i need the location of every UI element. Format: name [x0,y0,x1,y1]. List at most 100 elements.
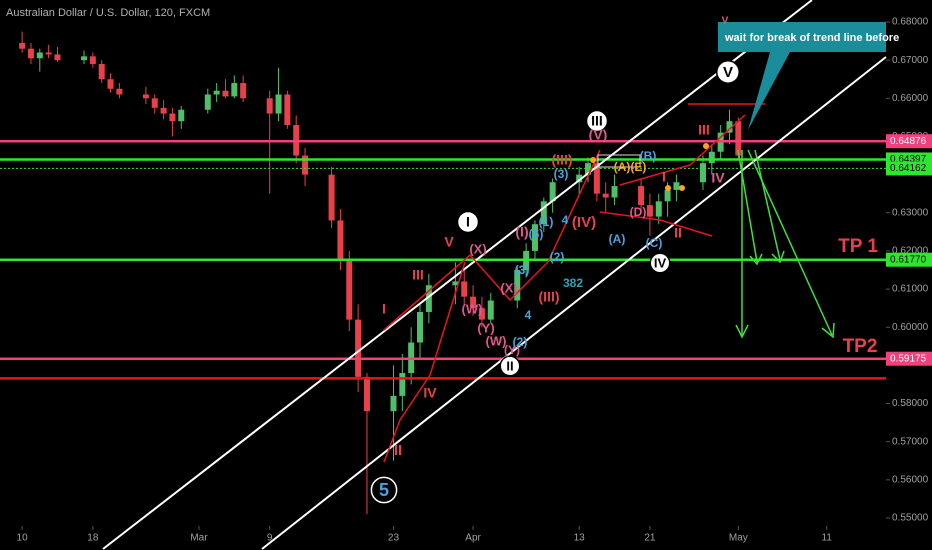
annotation: (III) [552,152,573,168]
candle-body [363,376,370,412]
wave-circle [585,109,609,133]
candle-body [98,63,105,80]
annotation: (Y) [504,343,520,357]
wave-circle [370,476,398,504]
annotation: I [382,301,386,317]
y-tick-label: 0.67000 [892,55,929,66]
plot-layer [0,31,886,515]
annotation: V [722,16,729,27]
candle-body [708,151,715,164]
x-tick-label: 9 [267,533,273,544]
annotation: 382 [563,276,583,290]
annotation: IV [423,385,437,401]
callout-box [718,22,886,130]
candle-body [231,83,238,97]
candle-body [178,109,185,122]
candle-body [160,107,167,114]
y-tick-label: 0.61000 [892,284,929,295]
annotation: (X) [500,280,517,295]
annotation: II [674,225,682,241]
candle-body [699,163,706,183]
wave-circle [499,355,521,377]
annotation: (2) [513,335,528,349]
annotation: (Y) [477,320,494,335]
candle-body [54,54,61,61]
projection-arrows [735,149,835,339]
candle-body [275,94,282,114]
y-tick-label: 0.63000 [892,207,929,218]
candle-body [549,182,556,202]
candle-body [346,258,353,320]
annotation: (W) [486,333,507,348]
candle-body [213,90,220,95]
annotation: 4 [562,213,569,227]
annotation: (D) [630,205,647,219]
annotation: (1) [539,215,554,229]
drawings [102,0,887,550]
x-tick-label: May [729,533,748,544]
trend-line [383,261,466,463]
x-tick-label: 11 [822,533,833,544]
annotation: (X) [469,241,486,256]
annotation: (C) [646,236,663,250]
annotation: (I) [515,224,528,240]
price-level-label: 0.64162 [890,163,927,174]
candle-body [540,201,547,225]
candle-body [593,163,600,194]
y-tick-label: 0.57000 [892,436,929,447]
candle-body [487,300,494,320]
candle-body [45,52,52,55]
annotation: (3) [554,167,569,181]
candle-body [664,189,671,202]
price-level-label: 0.64397 [890,154,927,165]
price-level-label: 0.61770 [890,254,927,265]
label-layer: Australian Dollar / U.S. Dollar, 120, FX… [6,7,932,544]
price-level-tag [886,252,932,267]
candle-body [222,90,229,97]
y-tick-label: 0.58000 [892,398,929,409]
candle-body [142,94,149,99]
y-tick-label: 0.66000 [892,93,929,104]
annotation: TP2 [843,336,878,357]
annotation: I [466,214,470,230]
wave-circle [716,60,740,84]
candle-body [531,224,538,251]
candle-body [116,88,123,95]
y-tick-label: 0.68000 [892,17,929,28]
annotation: (W) [462,301,483,316]
candle-body [240,83,247,99]
candle-body [266,98,273,114]
candle-body [514,270,521,301]
trend-line [619,114,746,186]
candle-body [470,296,477,309]
y-tick-label: 0.55000 [892,513,929,524]
candle-body [726,121,733,133]
annotation: III [412,267,424,283]
price-level-tag [886,134,932,149]
annotation: (A) [609,232,626,246]
x-tick-label: 10 [17,533,29,544]
candle-body [328,174,335,221]
wave-circle [456,210,480,234]
candle-body [302,155,309,175]
y-tick-label: 0.62000 [892,246,929,257]
annotation: II [506,358,513,373]
candle-body [27,48,34,59]
x-tick-label: 13 [574,533,586,544]
annotation: (A)(E) [614,160,647,174]
annotation: (3) [515,263,530,277]
annotation: (5) [529,227,544,241]
annotation: IV [654,255,667,270]
channel-line [102,0,813,550]
annotation: II [394,442,402,459]
candle-body [151,98,158,108]
candle-body [461,281,468,297]
annotation: (2) [550,250,565,264]
candle-body [19,42,26,49]
marker-box [597,154,641,168]
candle-body [204,94,211,110]
channel-line [261,56,887,550]
candle-body [478,308,485,320]
annotation: wait for break of trend line before [724,32,899,44]
price-level-tag [886,161,932,176]
